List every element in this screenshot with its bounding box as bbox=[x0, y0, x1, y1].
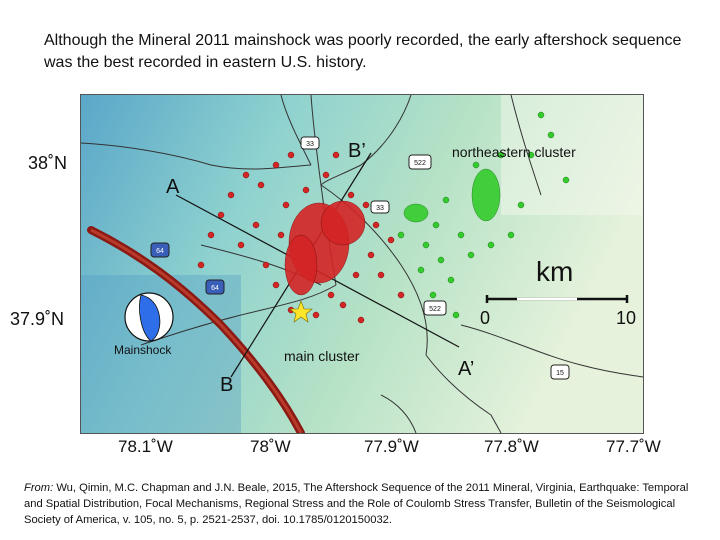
slide-title: Although the Mineral 2011 mainshock was … bbox=[44, 32, 682, 71]
road-shield-522a: 522 bbox=[408, 154, 432, 170]
northeastern-cluster bbox=[397, 111, 570, 319]
road-shield-33a-text: 33 bbox=[306, 141, 314, 148]
lon-label-77-7: 77.7˚W bbox=[606, 437, 661, 456]
road-shield-i64: 64 bbox=[150, 242, 170, 258]
road-shield-15: 15 bbox=[550, 364, 570, 380]
section-label-a: A bbox=[166, 176, 180, 198]
road-shield-33b: 33 bbox=[370, 200, 390, 214]
scale-bar-start: 0 bbox=[480, 308, 491, 328]
lon-label-78-1: 78.1˚W bbox=[118, 437, 173, 456]
section-label-b: B bbox=[220, 374, 234, 396]
road-shield-522a-text: 522 bbox=[414, 160, 426, 167]
section-label-a-prime: A’ bbox=[458, 358, 475, 380]
citation-from: From: bbox=[24, 482, 54, 494]
section-label-b-prime: B’ bbox=[348, 140, 366, 162]
scale-bar-end: 10 bbox=[616, 308, 637, 328]
main-cluster-label: main cluster bbox=[284, 348, 360, 364]
lat-label-38: 38˚N bbox=[28, 153, 68, 173]
focal-mechanism-beachball bbox=[124, 292, 174, 342]
citation: From: Wu, Qimin, M.C. Chapman and J.N. B… bbox=[24, 480, 704, 528]
citation-text: Wu, Qimin, M.C. Chapman and J.N. Beale, … bbox=[24, 482, 689, 526]
road-shield-15-text: 15 bbox=[556, 370, 564, 377]
main-cluster-scatter bbox=[197, 151, 405, 324]
road-shield-64b: 64 bbox=[205, 279, 225, 295]
mainshock-star bbox=[289, 300, 313, 323]
scale-bar-unit: km bbox=[536, 256, 574, 287]
lon-label-77-8: 77.8˚W bbox=[484, 437, 539, 456]
road-shield-64b-text: 64 bbox=[211, 285, 219, 292]
main-cluster bbox=[284, 200, 366, 296]
lon-label-78: 78˚W bbox=[250, 437, 291, 456]
road-shield-522b: 522 bbox=[423, 300, 447, 316]
northeastern-cluster-label: northeastern cluster bbox=[452, 144, 576, 160]
terrain-shading-east bbox=[501, 95, 643, 215]
lat-label-37-9: 37.9˚N bbox=[10, 309, 65, 329]
road-shield-33a: 33 bbox=[300, 136, 320, 150]
lon-label-77-9: 77.9˚W bbox=[364, 437, 419, 456]
aftershock-map: 33 522 33 64 64 522 15 bbox=[80, 94, 644, 434]
road-shield-33b-text: 33 bbox=[376, 205, 384, 212]
road-shield-i64-text: 64 bbox=[156, 248, 164, 255]
fault-band bbox=[87, 226, 305, 433]
mainshock-label: Mainshock bbox=[114, 343, 172, 357]
road-shield-522b-text: 522 bbox=[429, 306, 441, 313]
